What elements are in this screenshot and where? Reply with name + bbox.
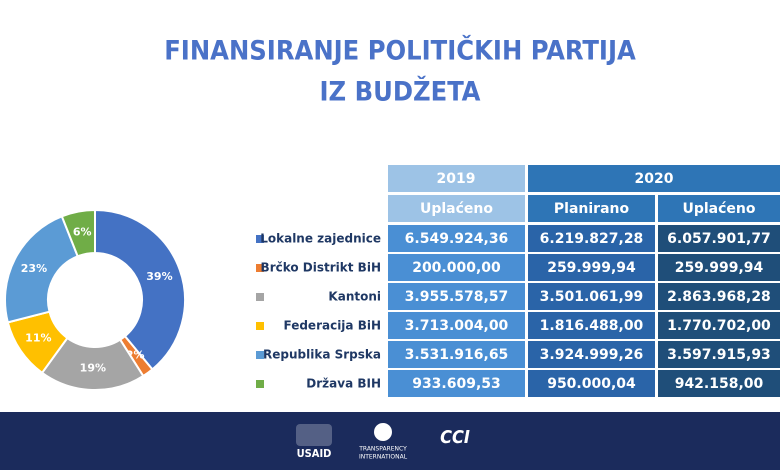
header-cell: [528, 165, 780, 192]
cell-text: 6.549.924,36: [405, 231, 509, 247]
table-cell: [658, 312, 780, 339]
footer: [0, 412, 780, 470]
cell-text: 3.713.004,00: [405, 318, 509, 334]
header-cell: [388, 165, 525, 192]
legend-label: Država BIH: [306, 377, 381, 391]
header-text: Uplaćeno: [420, 201, 493, 217]
legend-label: Lokalne zajednice: [260, 232, 381, 246]
legend-label: Federacija BiH: [283, 319, 381, 333]
table-cell: [658, 254, 780, 281]
cell-text: 1.770.702,00: [667, 318, 771, 334]
table-cell: [528, 225, 655, 252]
legend-marker: [256, 264, 264, 272]
cell-text: 6.219.827,28: [540, 231, 644, 247]
header-cell: [528, 195, 655, 222]
legend-marker: [256, 235, 264, 243]
header-cell: [658, 195, 780, 222]
logo-text: USAID: [297, 447, 332, 460]
slice-label: 23%: [21, 262, 47, 275]
cell-text: 200.000,00: [412, 260, 501, 276]
cell-text: 3.924.999,26: [540, 347, 644, 363]
table-cell: [528, 283, 655, 310]
logo-text: TRANSPARENCY: [358, 446, 407, 453]
legend-marker: [256, 351, 264, 359]
logo-text: INTERNATIONAL: [359, 454, 408, 461]
cell-text: 259.999,94: [675, 260, 764, 276]
table-cell: [658, 370, 780, 397]
slice-label: 6%: [73, 226, 92, 239]
header-text: Planirano: [554, 201, 630, 217]
table-cell: [528, 370, 655, 397]
header-cell: [388, 195, 525, 222]
cell-text: 3.955.578,57: [405, 289, 509, 305]
cell-text: 3.531.916,65: [405, 347, 509, 363]
table-cell: [388, 225, 525, 252]
table-cell: [528, 312, 655, 339]
table-cell: [388, 312, 525, 339]
cell-text: 942.158,00: [675, 376, 764, 392]
slice-label: 39%: [146, 270, 172, 283]
table-cell: [528, 341, 655, 368]
table-cell: [528, 254, 655, 281]
title: IZ BUDŽETA: [320, 76, 481, 108]
header-text: Uplaćeno: [682, 201, 755, 217]
donut-slice: [60, 208, 96, 258]
cell-text: 950.000,04: [547, 376, 636, 392]
donut-slice: [94, 208, 186, 371]
slice-label: 11%: [25, 332, 51, 345]
cell-text: 3.501.061,99: [540, 289, 644, 305]
table-cell: [388, 341, 525, 368]
title: FINANSIRANJE POLITIČKIH PARTIJA: [164, 35, 636, 67]
table-cell: [658, 283, 780, 310]
table-cell: [388, 370, 525, 397]
slice-label: 19%: [80, 361, 106, 374]
donut-slice: [4, 215, 79, 324]
cell-text: 6.057.901,77: [667, 231, 771, 247]
legend-label: Republika Srpska: [263, 348, 381, 362]
logo-shape: [374, 423, 392, 441]
legend-marker: [256, 322, 264, 330]
cell-text: 1.816.488,00: [540, 318, 644, 334]
legend-label: Kantoni: [328, 290, 381, 304]
legend-marker: [256, 293, 264, 301]
header-text: 2019: [437, 171, 476, 187]
logo-text: CCI: [440, 427, 470, 448]
table-cell: [388, 283, 525, 310]
table-cell: [658, 341, 780, 368]
legend-marker: [256, 380, 264, 388]
logo-shape: [296, 424, 332, 446]
cell-text: 933.609,53: [412, 376, 501, 392]
legend-label: Brčko Distrikt BiH: [261, 261, 381, 275]
cell-text: 3.597.915,93: [667, 347, 771, 363]
table-cell: [658, 225, 780, 252]
cell-text: 259.999,94: [547, 260, 636, 276]
table-cell: [388, 254, 525, 281]
cell-text: 2.863.968,28: [667, 289, 771, 305]
header-text: 2020: [635, 171, 674, 187]
